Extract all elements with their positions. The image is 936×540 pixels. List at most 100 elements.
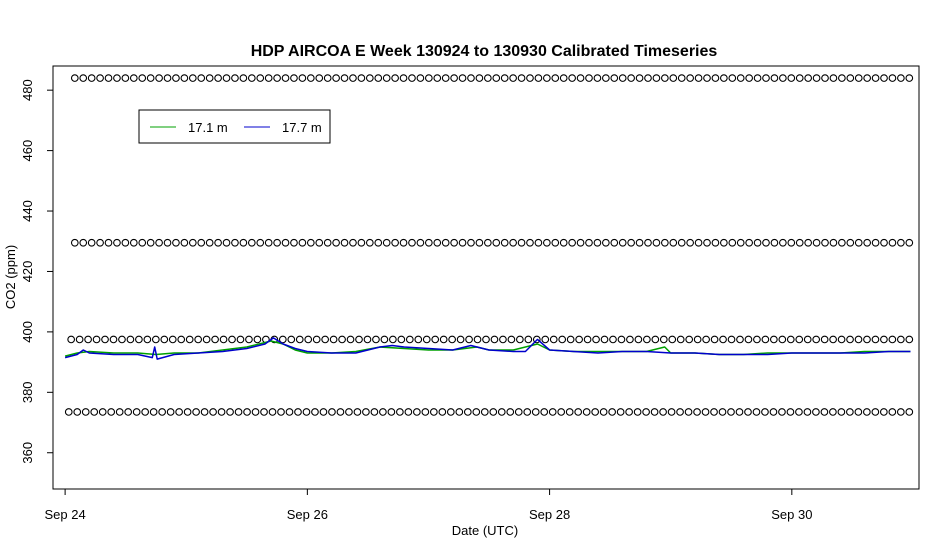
reference-point <box>290 74 298 82</box>
reference-point <box>304 335 313 344</box>
reference-point <box>888 238 897 247</box>
reference-point <box>905 335 914 344</box>
reference-point <box>609 335 617 344</box>
reference-point <box>635 74 644 82</box>
reference-point <box>820 408 829 416</box>
reference-point <box>635 238 644 247</box>
reference-point <box>273 238 281 247</box>
reference-point <box>405 335 414 344</box>
reference-point <box>677 238 686 247</box>
reference-point <box>686 238 694 247</box>
reference-point <box>319 408 328 416</box>
reference-point <box>667 408 676 416</box>
reference-point <box>404 408 413 416</box>
reference-point <box>568 74 576 82</box>
reference-point <box>779 74 787 82</box>
reference-point <box>143 335 152 344</box>
reference-point <box>854 238 863 247</box>
reference-point <box>475 74 484 82</box>
reference-point <box>104 238 113 247</box>
reference-point <box>323 238 332 247</box>
reference-point <box>155 238 163 247</box>
legend-label-17-7: 17.7 m <box>282 120 322 135</box>
reference-point <box>905 74 914 82</box>
reference-point <box>711 238 720 247</box>
reference-point <box>795 335 804 344</box>
reference-point <box>703 74 711 82</box>
reference-point <box>467 74 475 82</box>
reference-point <box>694 238 703 247</box>
reference-point <box>566 335 575 344</box>
reference-point <box>391 238 399 247</box>
reference-point <box>837 408 846 416</box>
reference-point <box>610 238 619 247</box>
reference-point <box>236 335 245 344</box>
reference-point <box>854 408 863 416</box>
reference-point <box>441 74 450 82</box>
reference-point <box>492 238 501 247</box>
reference-point <box>509 238 517 247</box>
reference-point <box>480 408 489 416</box>
reference-point <box>277 408 285 416</box>
reference-point <box>542 238 551 247</box>
reference-point <box>200 408 209 416</box>
reference-point <box>863 74 872 82</box>
reference-point <box>745 238 754 247</box>
reference-point <box>379 408 387 416</box>
reference-point <box>413 408 421 416</box>
reference-point <box>534 74 543 82</box>
reference-point <box>188 74 197 82</box>
reference-point <box>618 238 627 247</box>
reference-point <box>355 335 363 344</box>
reference-point <box>197 238 206 247</box>
reference-point <box>92 335 101 344</box>
reference-point <box>710 335 719 344</box>
reference-point <box>669 74 678 82</box>
reference-point <box>228 335 236 344</box>
reference-point <box>600 335 609 344</box>
reference-point <box>490 335 499 344</box>
reference-point <box>438 408 447 416</box>
reference-point <box>770 74 779 82</box>
reference-point <box>421 408 430 416</box>
reference-point <box>118 335 126 344</box>
reference-point <box>668 335 677 344</box>
reference-point <box>172 238 180 247</box>
reference-point <box>219 335 228 344</box>
reference-point <box>260 408 268 416</box>
reference-point <box>336 408 345 416</box>
reference-point <box>431 335 440 344</box>
reference-point <box>634 335 643 344</box>
reference-point <box>762 238 770 247</box>
reference-point <box>294 408 302 416</box>
reference-point <box>559 238 568 247</box>
reference-point <box>389 335 397 344</box>
reference-point <box>795 238 804 247</box>
reference-point <box>146 74 155 82</box>
reference-point <box>149 408 158 416</box>
reference-point <box>245 335 253 344</box>
reference-point <box>676 335 685 344</box>
reference-point <box>846 335 854 344</box>
reference-point <box>821 238 829 247</box>
reference-point <box>602 238 610 247</box>
reference-point <box>180 238 189 247</box>
reference-point <box>234 408 243 416</box>
reference-point <box>650 408 659 416</box>
x-tick-label: Sep 30 <box>771 507 812 522</box>
reference-point <box>905 238 914 247</box>
reference-point <box>239 238 248 247</box>
reference-point <box>779 238 787 247</box>
reference-point <box>231 238 239 247</box>
reference-point <box>295 335 304 344</box>
reference-point <box>880 238 888 247</box>
reference-point <box>281 74 290 82</box>
reference-point <box>526 74 534 82</box>
reference-point <box>338 335 346 344</box>
reference-point <box>473 335 482 344</box>
reference-point <box>736 335 744 344</box>
reference-point <box>256 238 265 247</box>
reference-point <box>264 238 273 247</box>
reference-point <box>627 238 635 247</box>
reference-point <box>786 408 795 416</box>
